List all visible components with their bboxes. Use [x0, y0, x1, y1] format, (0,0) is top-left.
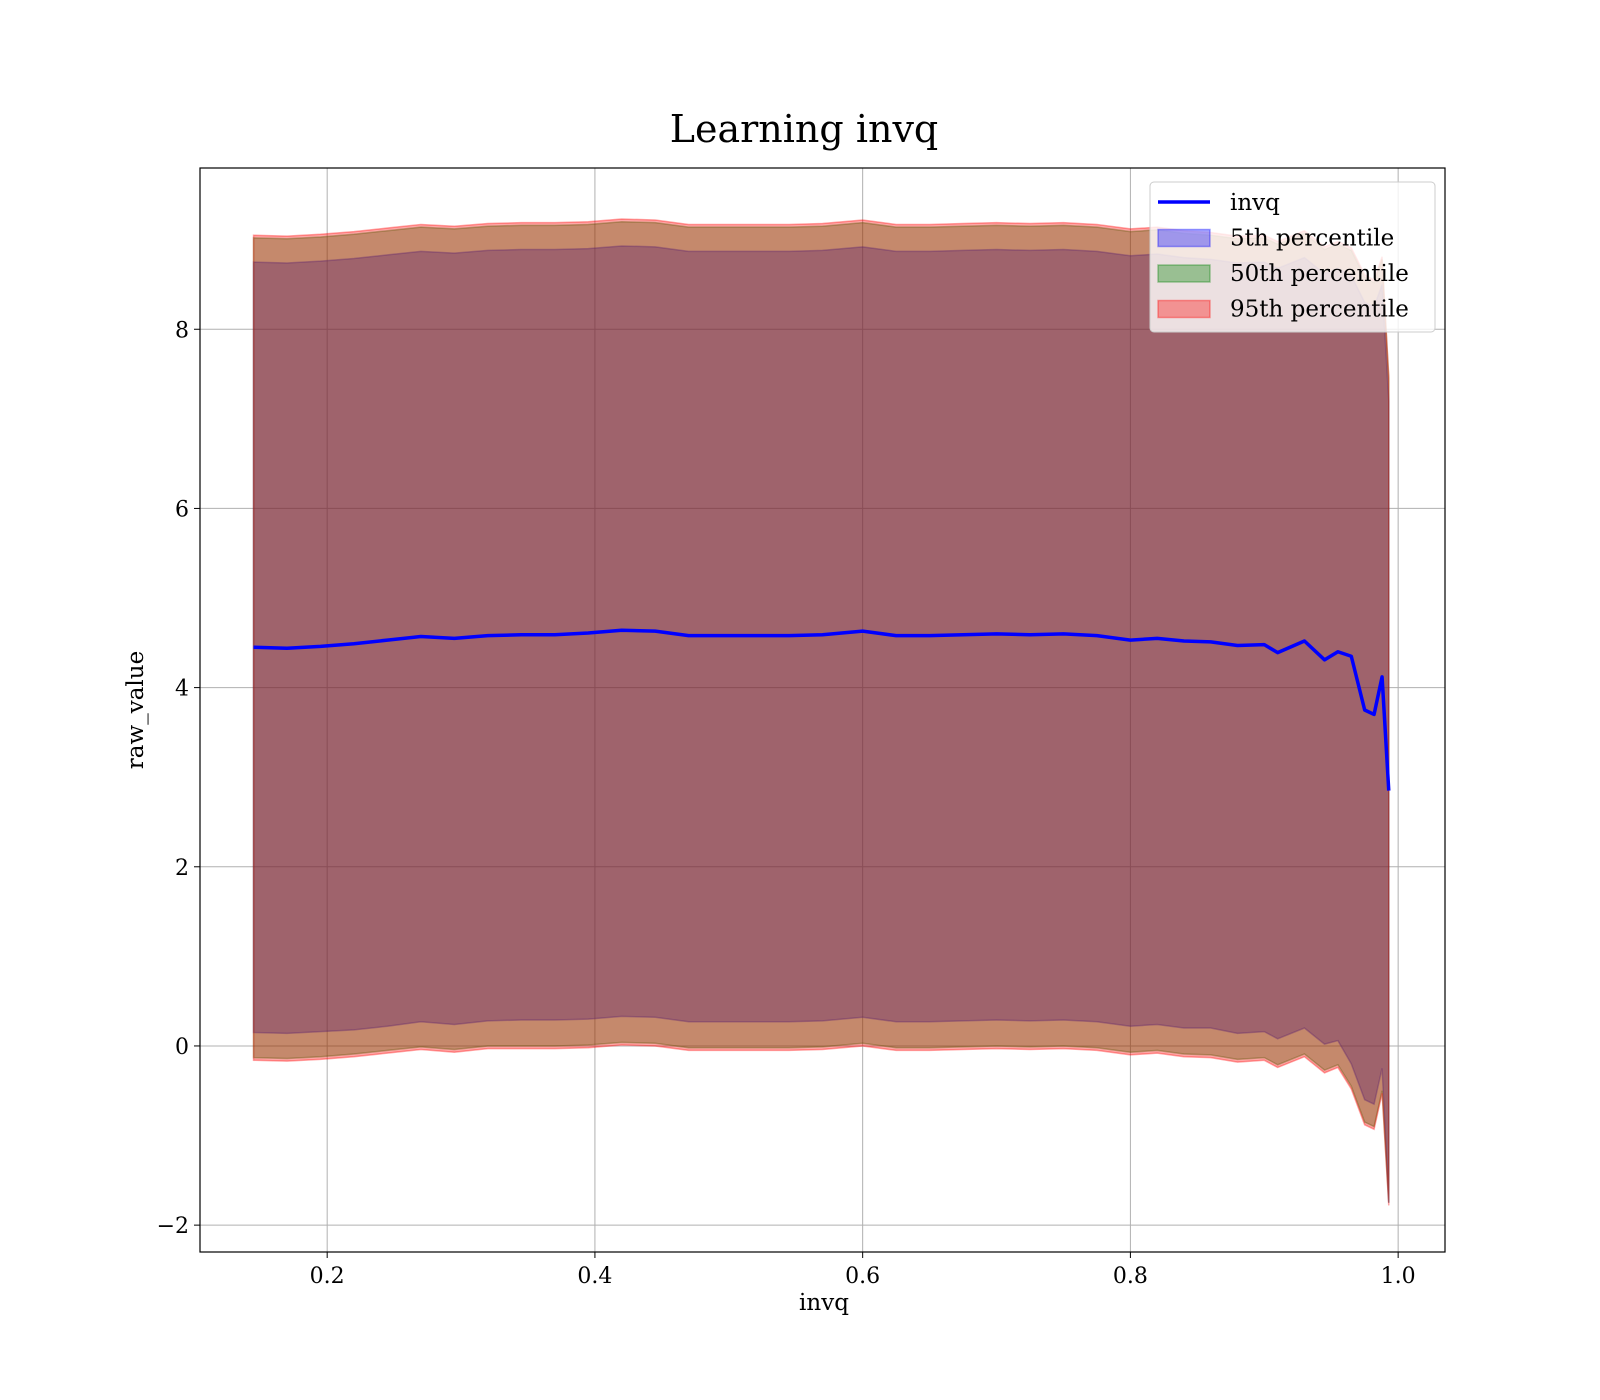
legend-patch-swatch	[1157, 228, 1211, 248]
band-50th-percentile	[252, 220, 1390, 1203]
chart-title: Learning invq	[670, 107, 938, 151]
y-axis-ticks: −2 0 2 4 6 8	[157, 318, 200, 1239]
series-line-invq	[253, 628, 1391, 791]
x-axis-ticks: 0.2 0.4 0.6 0.8 1.0	[310, 1252, 1416, 1289]
x-axis-title: invq	[799, 1290, 849, 1316]
legend-box	[1149, 181, 1436, 333]
chart-legend: invq 5th percentile 50th percentile 95th pe…	[1149, 181, 1436, 333]
y-tick-label: 2	[175, 856, 189, 881]
y-tick-label: 6	[175, 497, 189, 522]
mean-line-layer	[253, 628, 1391, 791]
legend-label: 5th percentile	[1230, 226, 1394, 252]
plot-frame	[199, 167, 1446, 1253]
legend-patch-swatch	[1157, 299, 1211, 319]
x-tick-label: 0.2	[310, 1264, 345, 1289]
legend-label: 50th percentile	[1230, 261, 1409, 287]
legend-label: invq	[1230, 190, 1280, 216]
legend-label: 95th percentile	[1230, 297, 1409, 323]
legend-patch-swatch	[1157, 264, 1211, 283]
x-tick-label: 0.4	[577, 1264, 612, 1289]
x-tick-label: 0.8	[1113, 1264, 1148, 1289]
y-tick-label: 0	[175, 1035, 189, 1060]
x-tick-label: 1.0	[1381, 1264, 1416, 1289]
band-95th-percentile	[252, 218, 1390, 1206]
band-5th-percentile	[252, 245, 1390, 1203]
x-tick-label: 0.6	[845, 1264, 880, 1289]
percentile-bands	[252, 218, 1390, 1206]
y-tick-label: −2	[157, 1214, 189, 1239]
grid-lines	[200, 168, 1445, 1252]
y-tick-label: 4	[175, 677, 189, 702]
y-tick-label: 8	[175, 318, 189, 343]
y-axis-title: raw_value	[123, 651, 149, 769]
legend-items: invq 5th percentile 50th percentile 95th pe…	[1157, 190, 1409, 323]
